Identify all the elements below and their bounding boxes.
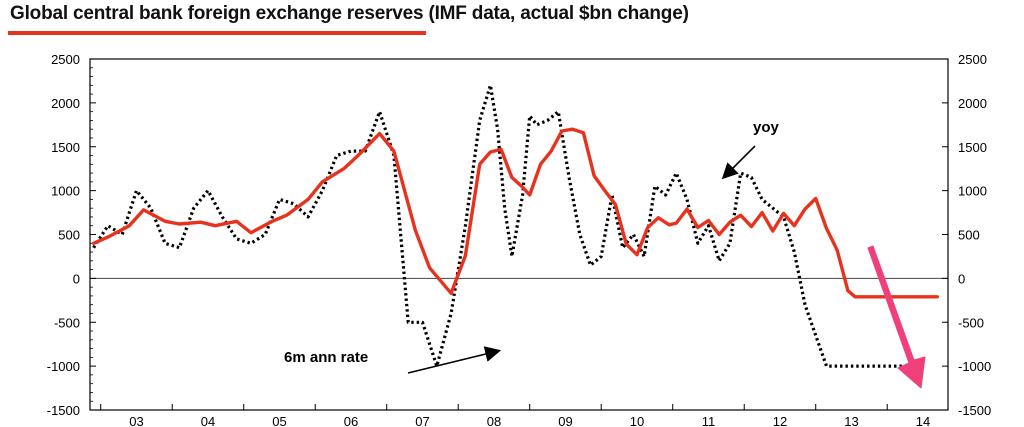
x-tick-label: 13 — [844, 414, 858, 427]
y-tick-label-left: -1000 — [47, 359, 80, 374]
y-tick-label-left: 500 — [58, 228, 80, 243]
x-tick-label: 03 — [129, 414, 143, 427]
x-tick-label: 06 — [344, 414, 358, 427]
x-tick-label: 14 — [916, 414, 930, 427]
y-tick-label-left: 2500 — [51, 52, 80, 67]
y-tick-label-left: 1000 — [51, 184, 80, 199]
annotation-6m-ann-rate: 6m ann rate — [284, 349, 368, 366]
annotation-yoy: yoy — [753, 119, 780, 136]
x-tick-label: 09 — [558, 414, 572, 427]
y-tick-label-left: 2000 — [51, 96, 80, 111]
y-tick-label-left: -500 — [54, 315, 80, 330]
y-tick-label-right: -500 — [958, 315, 984, 330]
x-tick-label: 05 — [272, 414, 286, 427]
x-tick-label: 10 — [630, 414, 644, 427]
series-line-yoy — [91, 127, 939, 299]
y-tick-label-left: 0 — [73, 271, 80, 286]
series-line-6m-ann-rate — [92, 83, 923, 368]
y-tick-label-right: 1500 — [958, 140, 987, 155]
pink-down-arrow — [867, 245, 926, 389]
y-tick-label-right: -1000 — [958, 359, 991, 374]
y-tick-label-right: 1000 — [958, 184, 987, 199]
y-tick-label-right: 500 — [958, 228, 980, 243]
title-underline — [8, 31, 426, 35]
y-tick-label-left: -1500 — [47, 403, 80, 418]
x-tick-label: 08 — [487, 414, 501, 427]
y-tick-label-right: -1500 — [958, 403, 991, 418]
chart-title: Global central bank foreign exchange res… — [10, 3, 689, 24]
plot-frame — [89, 58, 949, 411]
y-tick-label-right: 2500 — [958, 52, 987, 67]
y-tick-label-right: 0 — [958, 271, 965, 286]
x-tick-label: 11 — [702, 414, 716, 427]
y-tick-label-left: 1500 — [51, 140, 80, 155]
y-tick-label-right: 2000 — [958, 96, 987, 111]
x-tick-label: 12 — [773, 414, 787, 427]
x-tick-label: 04 — [201, 414, 215, 427]
annotation-yoy-arrow — [721, 145, 756, 180]
x-tick-label: 07 — [415, 414, 429, 427]
annotation-6m-ann-rate-arrow — [407, 346, 502, 374]
